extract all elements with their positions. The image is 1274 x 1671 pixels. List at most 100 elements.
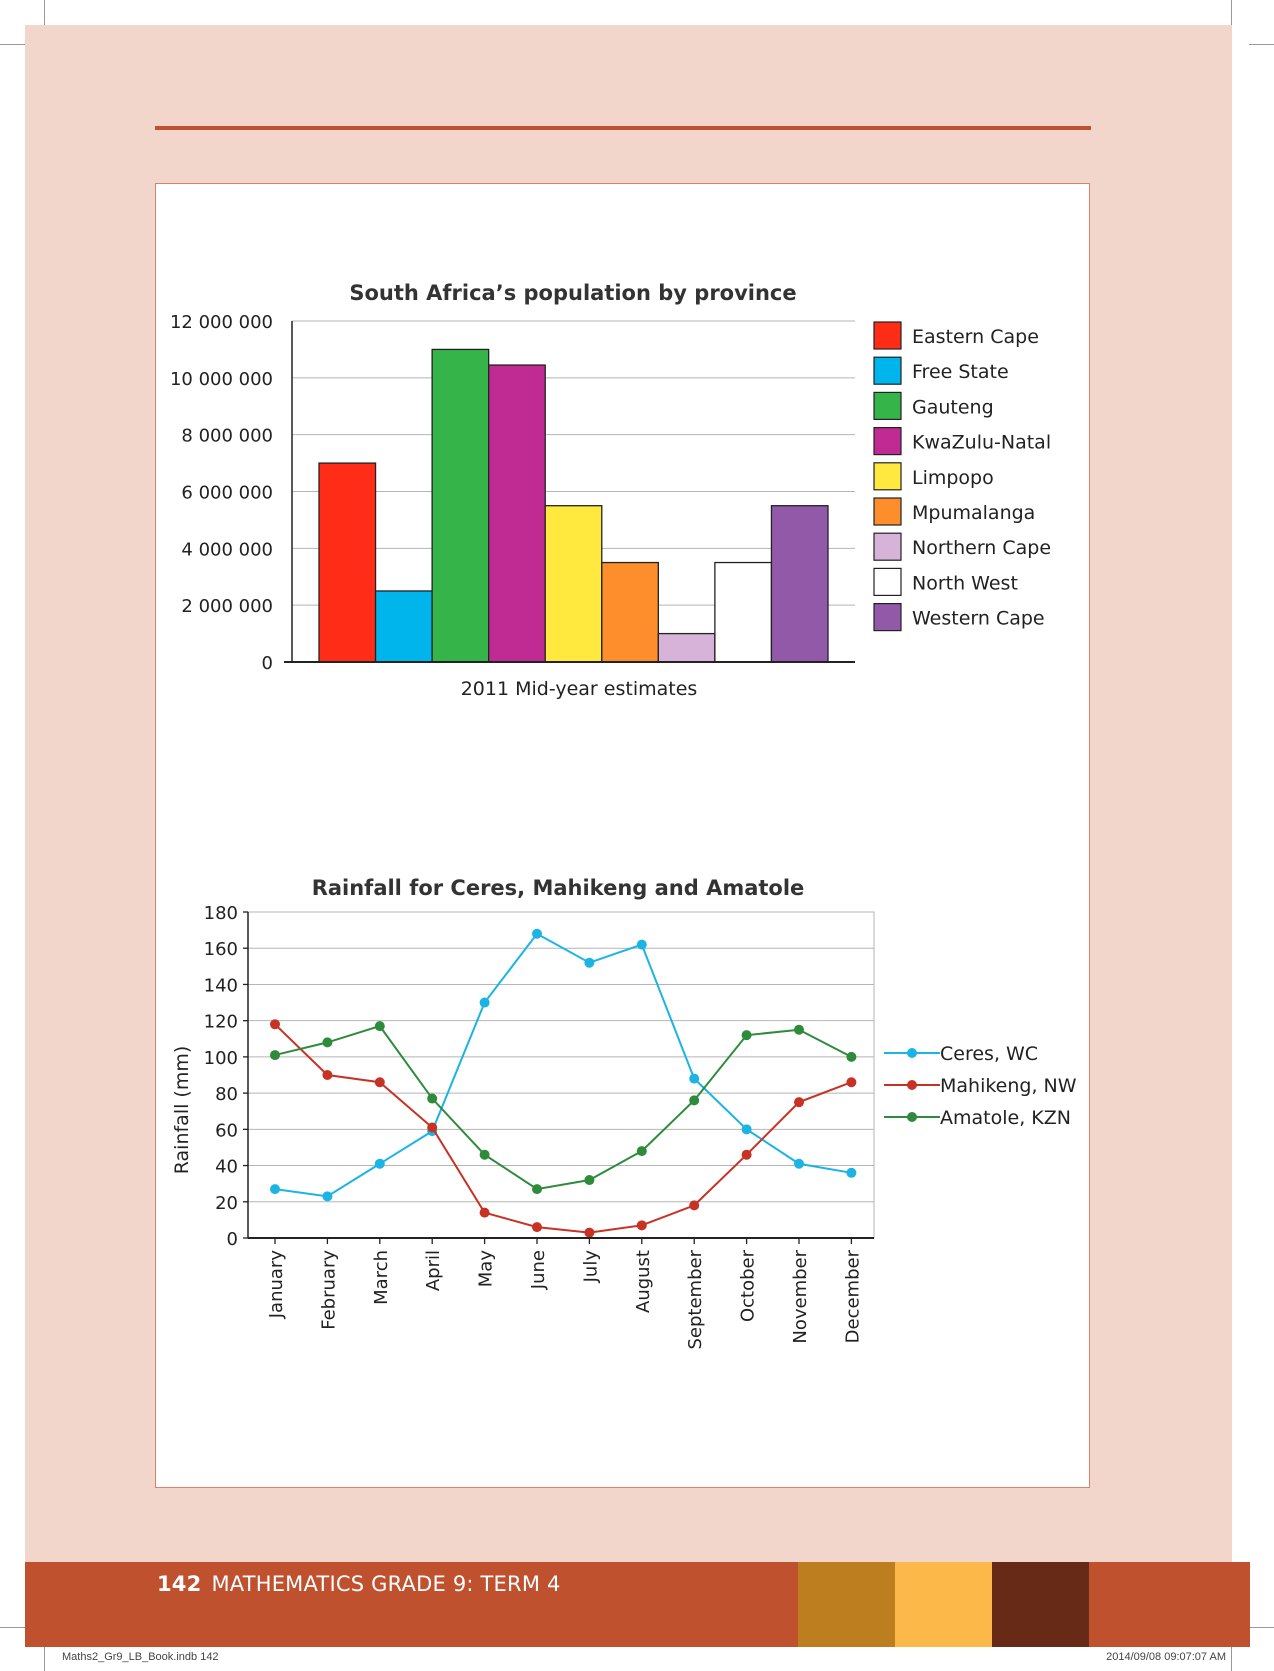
bar-chart-axes bbox=[284, 321, 855, 663]
bar-western-cape bbox=[770, 505, 829, 663]
line-y-tick-label: 0 bbox=[227, 1229, 238, 1250]
bar-chart-legend: Eastern Cape Free State Gauteng KwaZulu-Nat… bbox=[873, 321, 1051, 632]
series-point bbox=[689, 1095, 700, 1106]
bar-gauteng bbox=[431, 348, 490, 663]
line-x-tick-label: July bbox=[580, 1250, 601, 1284]
crop-mark bbox=[1231, 1647, 1232, 1671]
series-point bbox=[846, 1051, 857, 1062]
rainfall-line-chart: 0 20 40 60 80 100 120 140 160 180 January February… bbox=[171, 876, 1077, 1350]
series-point bbox=[584, 957, 595, 968]
crop-mark bbox=[44, 1647, 45, 1671]
line-x-tick-label: August bbox=[633, 1250, 654, 1313]
series-point bbox=[427, 1122, 438, 1133]
line-y-tick-label: 160 bbox=[204, 939, 238, 960]
legend-swatch bbox=[873, 603, 902, 632]
legend-marker bbox=[907, 1048, 917, 1058]
crop-mark bbox=[0, 44, 25, 45]
line-chart-y-ticks: 0 20 40 60 80 100 120 140 160 180 bbox=[204, 903, 248, 1250]
line-x-tick-label: June bbox=[528, 1250, 549, 1290]
series-point bbox=[374, 1077, 385, 1088]
series-point bbox=[584, 1227, 595, 1238]
content-box bbox=[155, 183, 1090, 1488]
slug-left: Maths2_Gr9_LB_Book.indb 142 bbox=[62, 1651, 219, 1663]
header-rule bbox=[155, 126, 1091, 130]
legend-label: North West bbox=[912, 572, 1018, 594]
line-x-tick-label: November bbox=[790, 1249, 811, 1343]
line-x-tick-label: March bbox=[371, 1250, 392, 1305]
series-point bbox=[532, 1184, 542, 1195]
series-point bbox=[794, 1024, 804, 1035]
bar-y-tick-label: 4 000 000 bbox=[181, 539, 273, 560]
series-point bbox=[479, 1149, 490, 1160]
series-point bbox=[689, 1200, 700, 1211]
bar-chart-y-ticks: 0 2 000 000 4 000 000 6 000 000 8 000 000 10 … bbox=[170, 312, 273, 674]
line-x-tick-label: February bbox=[318, 1250, 339, 1330]
line-y-tick-label: 60 bbox=[215, 1120, 238, 1141]
series-point bbox=[846, 1167, 857, 1178]
series-point bbox=[479, 1207, 490, 1218]
legend-swatch bbox=[873, 497, 902, 526]
legend-swatch bbox=[873, 427, 902, 456]
series-point bbox=[270, 1050, 280, 1061]
legend-label: Northern Cape bbox=[912, 537, 1051, 559]
bar-mpumalanga bbox=[601, 561, 659, 663]
series-point bbox=[584, 1175, 595, 1186]
bar-y-tick-label: 6 000 000 bbox=[181, 483, 273, 504]
series-point bbox=[532, 928, 542, 939]
bar-northern-cape bbox=[657, 632, 716, 663]
line-chart-grid bbox=[247, 911, 875, 1239]
line-chart-x-ticks: January February March April May June July Augu… bbox=[266, 1238, 863, 1350]
series-line-2 bbox=[274, 1024, 852, 1191]
line-x-tick-label: January bbox=[266, 1250, 287, 1320]
line-chart-legend: Ceres, WC Mahikeng, NW Amatole, KZN bbox=[884, 1043, 1077, 1129]
bar-y-tick-label: 8 000 000 bbox=[181, 426, 273, 447]
line-y-tick-label: 120 bbox=[204, 1012, 238, 1033]
series-line-1 bbox=[274, 1023, 852, 1234]
legend-swatch bbox=[873, 567, 902, 596]
series-point bbox=[741, 1030, 752, 1041]
legend-label: Amatole, KZN bbox=[940, 1107, 1071, 1129]
series-point bbox=[322, 1191, 333, 1202]
bar-free-state bbox=[374, 590, 433, 663]
series-line-0 bbox=[274, 932, 852, 1198]
series-point bbox=[794, 1097, 804, 1108]
footer-title-bar: 142 MATHEMATICS GRADE 9: TERM 4 bbox=[157, 1572, 561, 1596]
series-point bbox=[846, 1077, 857, 1088]
bar-kwazulu-natal bbox=[488, 364, 546, 663]
line-chart-axes bbox=[247, 912, 874, 1239]
series-point bbox=[636, 1146, 647, 1157]
line-x-tick-label: April bbox=[423, 1250, 444, 1291]
bar-north-west bbox=[714, 561, 773, 663]
legend-swatch bbox=[873, 356, 902, 385]
series-point bbox=[270, 1019, 280, 1030]
series-point bbox=[636, 1220, 647, 1231]
footer-title: MATHEMATICS GRADE 9: TERM 4 bbox=[211, 1572, 561, 1596]
footer-swatch-1 bbox=[798, 1562, 895, 1647]
legend-marker bbox=[907, 1080, 917, 1090]
line-y-tick-label: 100 bbox=[204, 1048, 238, 1069]
population-bar-chart: 0 2 000 000 4 000 000 6 000 000 8 000 000 10 … bbox=[170, 281, 1051, 700]
series-point bbox=[270, 1184, 280, 1195]
series-point bbox=[427, 1093, 438, 1104]
line-y-tick-label: 80 bbox=[215, 1084, 238, 1105]
line-y-tick-label: 140 bbox=[204, 975, 238, 996]
line-chart-y-label: Rainfall (mm) bbox=[171, 1046, 193, 1175]
legend-swatch bbox=[873, 391, 902, 421]
bar-y-tick-label: 0 bbox=[262, 653, 273, 674]
legend-label: Eastern Cape bbox=[912, 326, 1039, 348]
line-x-tick-label: December bbox=[842, 1249, 863, 1343]
series-point bbox=[689, 1073, 700, 1084]
line-y-tick-label: 20 bbox=[215, 1193, 238, 1214]
page-number: 142 bbox=[157, 1572, 202, 1596]
line-chart-series bbox=[270, 928, 857, 1238]
legend-label: Free State bbox=[912, 361, 1009, 383]
legend-label: Western Cape bbox=[912, 608, 1045, 630]
series-point bbox=[532, 1222, 542, 1233]
legend-label: Gauteng bbox=[912, 396, 994, 418]
line-plot-frame bbox=[247, 911, 875, 1239]
legend-marker bbox=[907, 1112, 917, 1122]
series-point bbox=[741, 1124, 752, 1135]
slug-right: 2014/09/08 09:07:07 AM bbox=[1106, 1651, 1226, 1663]
series-point bbox=[636, 939, 647, 950]
bar-y-tick-label: 12 000 000 bbox=[170, 312, 273, 333]
